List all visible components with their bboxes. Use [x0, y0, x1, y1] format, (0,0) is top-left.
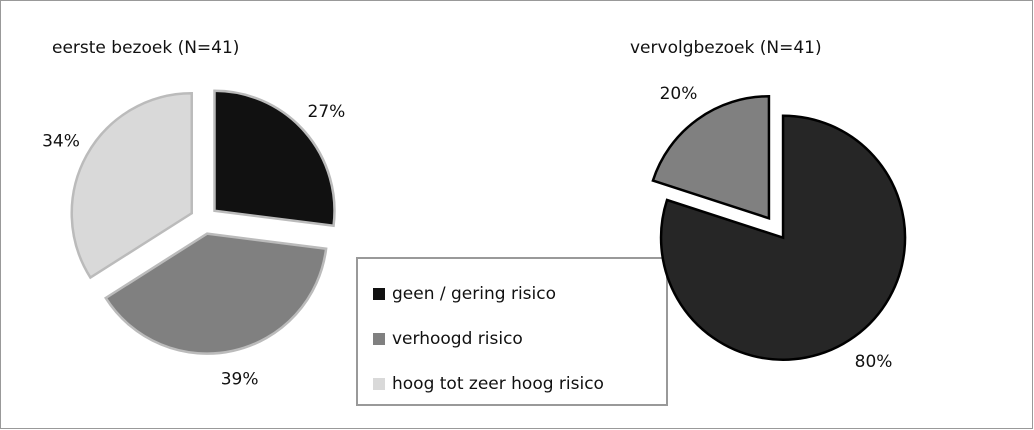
pie-slice: [659, 114, 907, 361]
data-label: 20%: [660, 84, 698, 104]
data-label: 39%: [221, 369, 259, 389]
legend-swatch: [373, 333, 385, 345]
legend-label: verhoogd risico: [392, 329, 523, 349]
legend-box: [356, 257, 668, 406]
legend-swatch: [373, 378, 385, 390]
chart-title: eerste bezoek (N=41): [52, 38, 239, 58]
data-label: 34%: [42, 131, 80, 151]
data-label: 80%: [855, 352, 893, 372]
pie-slice: [104, 232, 328, 355]
data-label: 27%: [308, 102, 346, 122]
legend-swatch: [373, 288, 385, 300]
legend-label: geen / gering risico: [392, 284, 556, 304]
pie-slice: [70, 92, 193, 280]
pie-slice: [213, 89, 336, 228]
legend-label: hoog tot zeer hoog risico: [392, 374, 604, 394]
chart-title: vervolgbezoek (N=41): [630, 38, 822, 58]
pie-slice: [651, 95, 771, 221]
